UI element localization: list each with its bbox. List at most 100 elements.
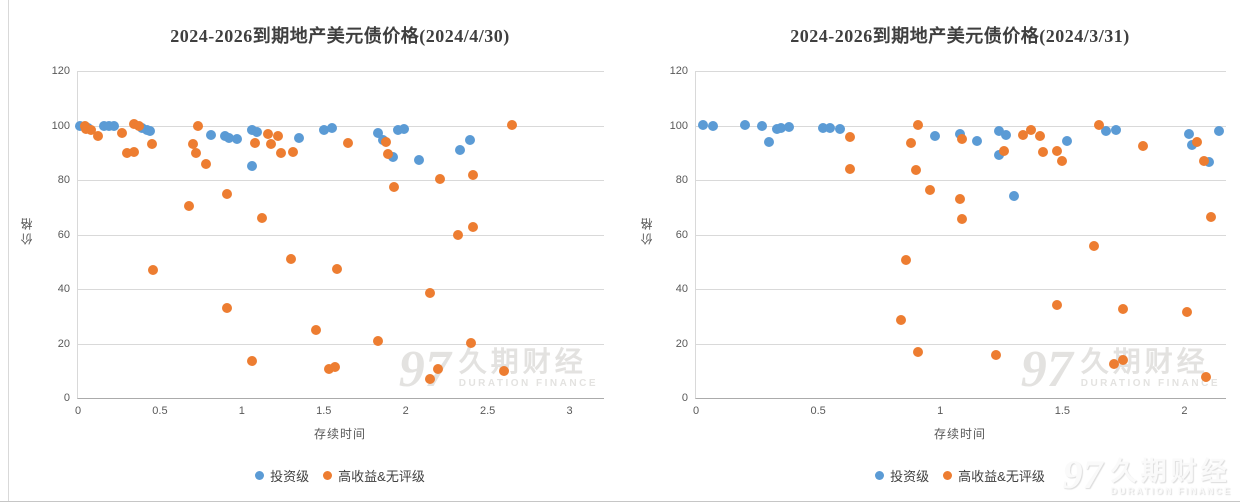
legend: 投资级 高收益&无评级 (695, 466, 1225, 485)
data-point (251, 126, 262, 137)
data-point (844, 131, 855, 142)
data-point (925, 185, 936, 196)
data-point (776, 122, 787, 133)
legend-label: 高收益&无评级 (338, 469, 425, 484)
data-point (1093, 119, 1104, 130)
brand-97-icon: 97 (1020, 341, 1073, 398)
data-point (835, 123, 846, 134)
y-tick-label: 120 (669, 65, 688, 77)
legend-marker-icon (323, 471, 333, 480)
data-point (287, 146, 298, 157)
data-point (1118, 355, 1129, 366)
y-tick-label: 60 (57, 228, 70, 241)
data-point (993, 126, 1004, 137)
data-point (1025, 124, 1036, 135)
data-point (249, 138, 260, 149)
data-point (1201, 371, 1212, 382)
data-point (205, 130, 216, 141)
data-point (466, 337, 477, 348)
data-point (286, 254, 297, 265)
data-point (1181, 307, 1192, 318)
data-point (901, 255, 912, 266)
data-point (246, 161, 257, 172)
data-point (187, 139, 198, 150)
brand-wordmark: 久期财经 DURATION FINANCE (459, 344, 598, 390)
y-tick-label: 0 (63, 392, 70, 404)
legend-item-high-yield: 高收益&无评级 (943, 466, 1045, 485)
data-point (1186, 139, 1197, 150)
data-point (991, 349, 1002, 360)
data-point (263, 128, 274, 139)
data-point (330, 362, 341, 373)
gridline (696, 234, 1226, 236)
data-point (844, 163, 855, 174)
y-axis-title: 价格 (640, 215, 654, 245)
legend-item-investment-grade: 投资级 (875, 466, 929, 485)
gridline (696, 71, 1226, 72)
data-point (117, 128, 128, 139)
data-point (1057, 156, 1068, 167)
data-point (276, 147, 287, 158)
data-point (499, 366, 510, 377)
y-tick-label: 20 (675, 337, 688, 350)
data-point (464, 135, 475, 146)
data-point (433, 364, 444, 375)
data-point (957, 133, 968, 144)
data-point (381, 136, 392, 147)
data-point (971, 135, 982, 146)
y-tick-label: 120 (51, 65, 70, 77)
x-tick-label: 0.5 (152, 405, 168, 417)
data-point (318, 124, 329, 135)
data-point (913, 346, 924, 357)
data-point (1199, 155, 1210, 166)
gridline (78, 125, 604, 127)
data-point (1089, 240, 1100, 251)
data-point (1062, 135, 1073, 146)
data-point (200, 158, 211, 169)
plot-area: 97 久期财经 DURATION FINANCE 0 20 40 60 80 100 120… (670, 65, 1226, 417)
data-point (954, 194, 965, 205)
data-point (467, 170, 478, 181)
data-point (783, 121, 794, 132)
data-point (1052, 146, 1063, 157)
x-tick-label: 1.5 (1054, 405, 1071, 417)
x-tick-label: 2.5 (480, 405, 496, 417)
data-point (246, 356, 257, 367)
data-point (413, 154, 424, 165)
chart-panel-april: 2024-2026到期地产美元债价格(2024/4/30) 价格 97 久期财经… (20, 26, 604, 485)
brand-97-icon: 97 (1062, 452, 1103, 497)
data-point (957, 213, 968, 224)
y-tick-label: 100 (669, 119, 688, 132)
brand-name: 久期财经 (1110, 457, 1231, 486)
legend-marker-icon (255, 471, 265, 480)
data-point (1206, 211, 1217, 222)
data-point (1052, 299, 1063, 310)
data-point (818, 123, 828, 134)
legend-label: 投资级 (890, 469, 930, 484)
data-point (1213, 126, 1224, 137)
data-point (92, 131, 103, 142)
data-point (1037, 147, 1048, 158)
brand-name: 久期财经 (1080, 347, 1209, 378)
data-point (86, 125, 97, 136)
data-point (323, 364, 334, 375)
data-point (1108, 359, 1119, 370)
data-point (133, 120, 144, 131)
y-axis-title: 价格 (20, 215, 34, 245)
chart-panel-march: 2024-2026到期地产美元债价格(2024/3/31) 价格 97 久期财经… (620, 0, 1240, 503)
plot-area: 97 久期财经 DURATION FINANCE 0 20 40 60 80 100 120… (52, 65, 604, 417)
duration-finance-watermark: 97 久期财经 DURATION FINANCE (1021, 344, 1220, 396)
x-tick-label: 1 (238, 405, 245, 417)
data-point (145, 125, 156, 136)
data-point (122, 148, 133, 159)
data-point (930, 130, 941, 141)
data-point (1111, 124, 1122, 135)
legend: 投资级 高收益&无评级 (77, 466, 603, 485)
gridline (696, 180, 1226, 181)
data-point (222, 303, 233, 314)
data-point (756, 120, 767, 131)
gridline (78, 343, 604, 345)
y-tick-label: 80 (675, 174, 688, 186)
data-point (372, 335, 383, 346)
